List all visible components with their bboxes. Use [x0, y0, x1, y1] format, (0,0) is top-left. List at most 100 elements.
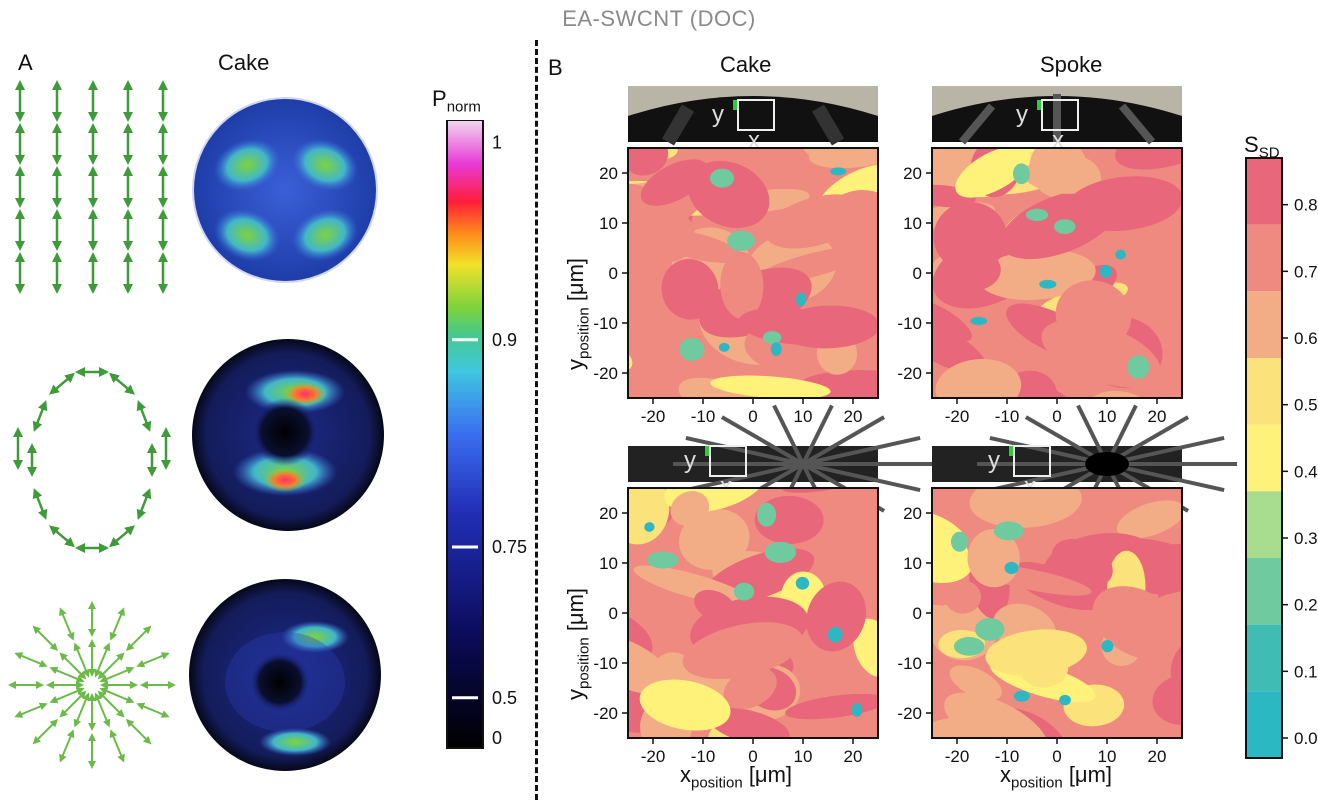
colorbar-tick-label: 0.9 — [492, 330, 517, 350]
scan-region-inset: yx — [932, 86, 1182, 154]
double-arrow-icon — [73, 642, 90, 678]
panel-b-col-title-spoke: Spoke — [1040, 52, 1103, 77]
colorbar-level — [1246, 558, 1282, 625]
x-tick-label: 20 — [1148, 747, 1167, 766]
y-tick-label: 10 — [599, 214, 618, 233]
sd-contour-map — [931, 147, 1183, 399]
y-tick-label: 20 — [599, 504, 618, 523]
radial-polarization-field — [8, 601, 176, 769]
colorbar-tick-label: 0.4 — [1294, 462, 1318, 481]
x-tick-label: 0 — [1052, 747, 1061, 766]
y-tick-label: -20 — [593, 704, 618, 723]
x-tick-label: 10 — [794, 747, 813, 766]
double-arrow-icon — [109, 525, 135, 548]
colorbar-level — [1246, 158, 1282, 225]
scan-region-inset: yx — [628, 404, 933, 524]
colorbar-level — [1246, 358, 1282, 425]
double-arrow-icon — [99, 666, 135, 683]
double-arrow-icon — [14, 702, 48, 718]
x-axis-label-cake: xposition [μm] — [680, 762, 793, 792]
double-arrow-icon — [125, 718, 152, 745]
x-tick-label: 10 — [1098, 407, 1117, 426]
double-arrow-icon — [59, 729, 75, 763]
panel-a-column-title: Cake — [218, 50, 270, 75]
x-tick-label: 0 — [748, 407, 757, 426]
panel-a-label: A — [18, 50, 33, 75]
x-tick-label: 20 — [844, 407, 863, 426]
azimuthal-polarization-field — [13, 367, 171, 553]
sd-contour-map — [627, 487, 879, 739]
scan-box — [737, 99, 775, 131]
double-arrow-icon — [32, 625, 59, 652]
scan-origin-marker — [1009, 446, 1013, 456]
y-tick-label: 0 — [913, 264, 922, 283]
double-arrow-icon — [32, 718, 59, 745]
colorbar-tick-label: 0.5 — [492, 688, 517, 708]
scan-box — [1041, 99, 1079, 131]
cake-image-linear — [192, 97, 378, 283]
sd-contour-map — [627, 147, 879, 399]
colorbar-tick-label: 0.5 — [1294, 396, 1318, 415]
x-tick-label: -10 — [691, 407, 716, 426]
double-arrow-icon — [49, 687, 85, 704]
colorbar-level — [1246, 491, 1282, 558]
cake-image-azimuthal — [192, 339, 384, 531]
x-axis-label-spoke: xposition [μm] — [1000, 762, 1113, 792]
double-arrow-icon — [59, 607, 75, 641]
scan-origin-marker — [733, 100, 737, 110]
ssd-colorbar: 0.8 0.7 0.6 0.5 0.4 0.3 0.2 0.1 0.0 — [1245, 157, 1318, 759]
map-axes: -20 -10 0 10 20 20 10 0 -10 -20 — [593, 504, 862, 766]
double-arrow-icon — [32, 488, 48, 520]
y-tick-label: 0 — [609, 604, 618, 623]
double-arrow-icon — [109, 372, 135, 395]
colorbar-tick-label: 0.0 — [1294, 729, 1318, 748]
x-tick-label: 20 — [1148, 407, 1167, 426]
inset-y-label: y — [988, 447, 1000, 474]
double-arrow-icon — [136, 400, 152, 432]
double-arrow-icon — [49, 372, 75, 395]
y-tick-label: -10 — [897, 654, 922, 673]
y-tick-label: 20 — [903, 164, 922, 183]
inset-y-label: y — [684, 447, 696, 474]
double-arrow-icon — [49, 525, 75, 548]
x-tick-label: -20 — [641, 407, 666, 426]
double-arrow-icon — [136, 702, 170, 718]
colorbar-tick-label: 0.1 — [1294, 662, 1318, 681]
colorbar-tick-label: 1 — [492, 133, 502, 153]
y-tick-label: -10 — [593, 314, 618, 333]
sd-contour-map — [931, 487, 1183, 739]
x-tick-label: -20 — [945, 747, 970, 766]
panel-b-label: B — [548, 55, 563, 80]
x-tick-label: -10 — [995, 747, 1020, 766]
y-tick-label: 20 — [903, 504, 922, 523]
colorbar-tick-label: 0.2 — [1294, 596, 1318, 615]
scan-region-inset: yx — [628, 86, 878, 154]
scan-origin-marker — [705, 446, 709, 456]
y-tick-label: 10 — [599, 554, 618, 573]
colorbar-tick-label: 0.75 — [492, 537, 527, 557]
pnorm-colorbar: 1 0.9 0.75 0.5 0 — [446, 120, 527, 749]
scan-box — [1013, 445, 1051, 477]
x-tick-label: -10 — [691, 747, 716, 766]
figure-title: EA-SWCNT (DOC) — [562, 6, 756, 31]
panel-b-col-title-cake: Cake — [720, 52, 772, 77]
inset-y-label: y — [712, 101, 724, 128]
scan-box — [709, 445, 747, 477]
y-tick-label: -20 — [897, 704, 922, 723]
colorbar-tick-label: 0.6 — [1294, 329, 1318, 348]
polarization-vector-fields — [8, 80, 176, 769]
colorbar-tick-label: 0.3 — [1294, 529, 1318, 548]
double-arrow-icon — [125, 625, 152, 652]
x-tick-label: 10 — [794, 407, 813, 426]
double-arrow-icon — [32, 400, 48, 432]
y-tick-label: 10 — [903, 554, 922, 573]
colorbar-level — [1246, 691, 1282, 758]
map-axes: -20 -10 0 10 20 20 10 0 -10 -20 — [897, 164, 1166, 426]
cake-intensity-images — [189, 97, 384, 771]
cake-image-radial — [189, 579, 381, 771]
double-arrow-icon — [136, 652, 170, 668]
colorbar-tick-label: 0 — [492, 728, 502, 748]
colorbar-level — [1246, 424, 1282, 492]
map-axes: -20 -10 0 10 20 20 10 0 -10 -20 — [897, 504, 1166, 766]
y-tick-label: 10 — [903, 214, 922, 233]
